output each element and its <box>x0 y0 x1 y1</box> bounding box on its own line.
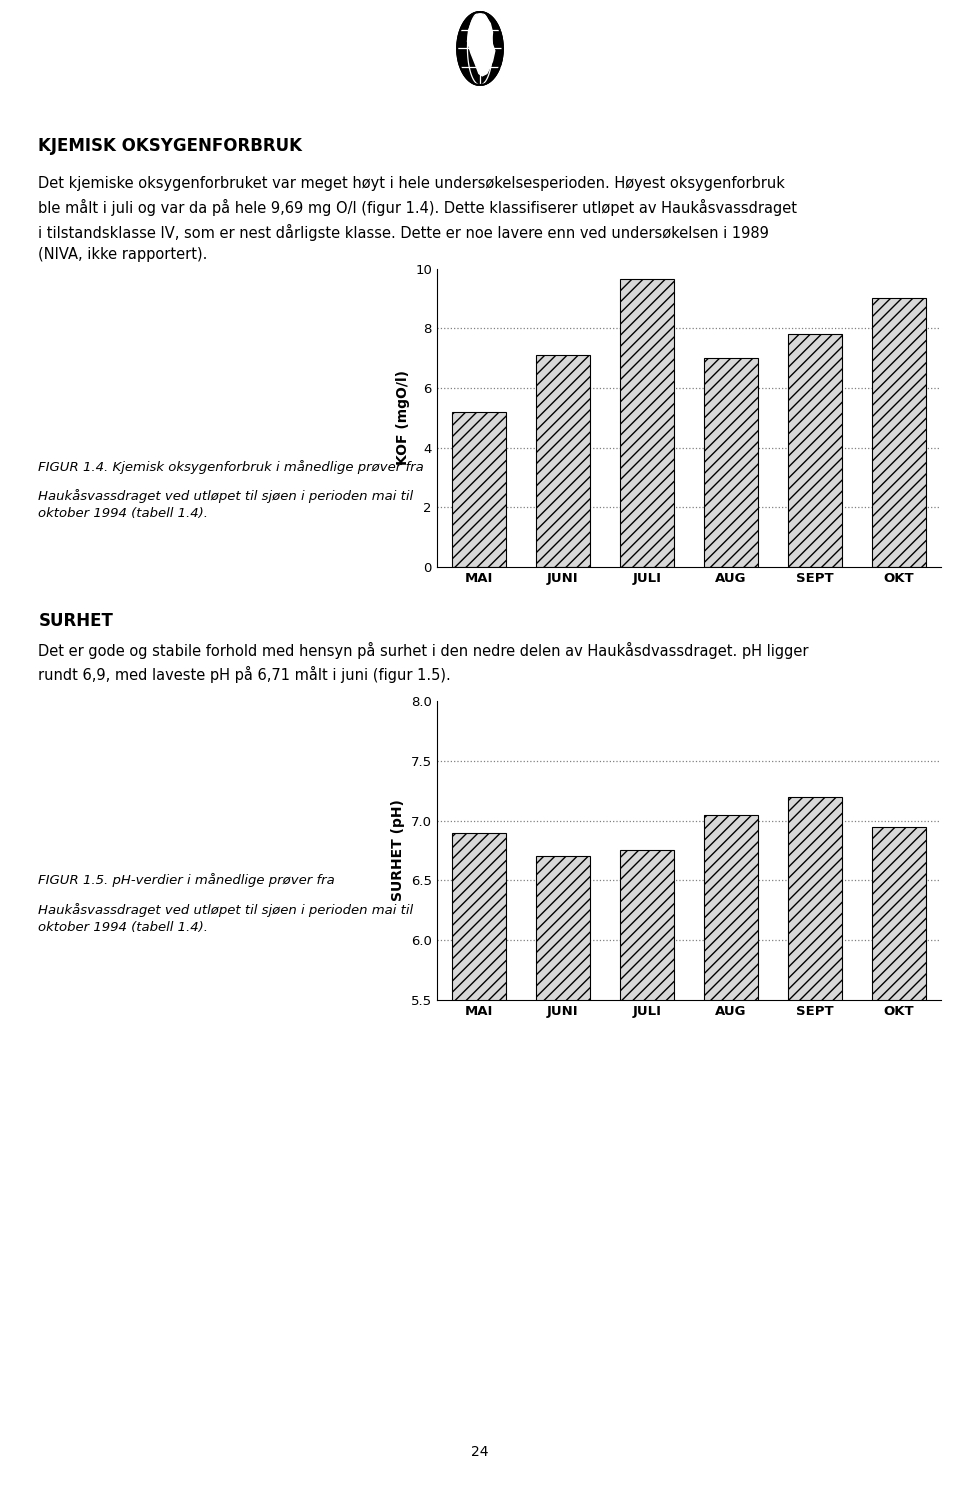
Bar <box>787 797 842 1492</box>
Bar <box>451 833 506 1492</box>
Bar <box>619 279 674 567</box>
Bar <box>704 358 758 567</box>
Text: 24: 24 <box>471 1446 489 1459</box>
Bar <box>872 827 926 1492</box>
Text: Haukåsvassdraget ved utløpet til sjøen i perioden mai til
oktober 1994 (tabell 1: Haukåsvassdraget ved utløpet til sjøen i… <box>38 489 414 521</box>
Bar <box>787 334 842 567</box>
Y-axis label: SURHET (pH): SURHET (pH) <box>392 800 405 901</box>
Text: KJEMISK OKSYGENFORBRUK: KJEMISK OKSYGENFORBRUK <box>38 137 302 155</box>
Text: Det kjemiske oksygenforbruket var meget høyt i hele undersøkelsesperioden. Høyes: Det kjemiske oksygenforbruket var meget … <box>38 176 798 263</box>
Polygon shape <box>457 12 503 85</box>
Polygon shape <box>468 13 494 76</box>
Bar <box>619 850 674 1492</box>
Text: Det er gode og stabile forhold med hensyn på surhet i den nedre delen av Haukåsd: Det er gode og stabile forhold med hensy… <box>38 642 809 683</box>
Y-axis label: KOF (mgO/l): KOF (mgO/l) <box>396 370 410 466</box>
Text: Haukåsvassdraget ved utløpet til sjøen i perioden mai til
oktober 1994 (tabell 1: Haukåsvassdraget ved utløpet til sjøen i… <box>38 903 414 934</box>
Bar <box>704 815 758 1492</box>
Bar <box>536 355 590 567</box>
Bar <box>451 412 506 567</box>
Text: SURHET: SURHET <box>38 612 113 630</box>
Bar <box>872 298 926 567</box>
Text: FIGUR 1.4. Kjemisk oksygenforbruk i månedlige prøver fra: FIGUR 1.4. Kjemisk oksygenforbruk i måne… <box>38 460 424 473</box>
Text: FIGUR 1.5. pH-verdier i månedlige prøver fra: FIGUR 1.5. pH-verdier i månedlige prøver… <box>38 873 335 886</box>
Bar <box>536 856 590 1492</box>
